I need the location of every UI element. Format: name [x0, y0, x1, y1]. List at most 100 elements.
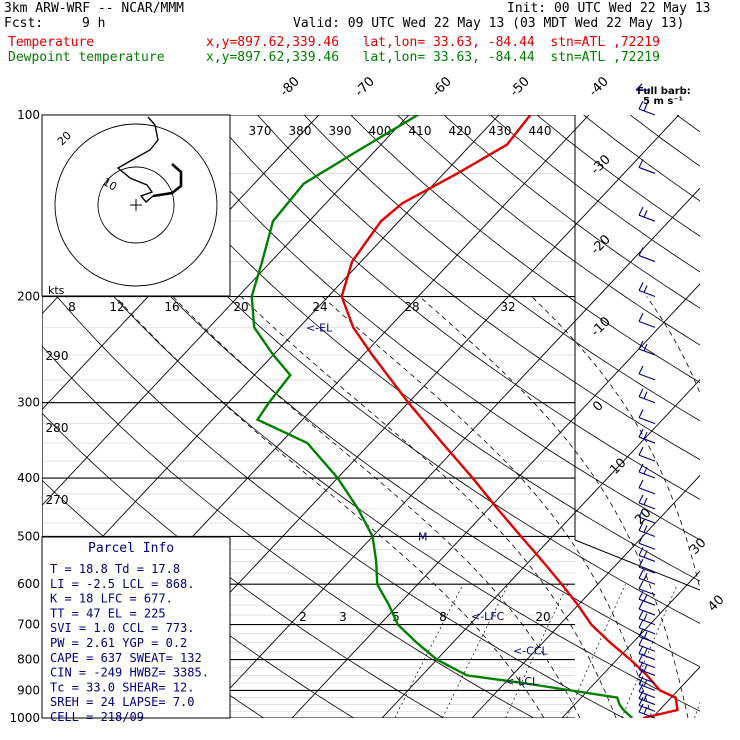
full-barb-legend-icon: [635, 83, 650, 91]
mixing-ratio-label: 3: [339, 610, 347, 624]
theta-label: 410: [409, 124, 432, 138]
pressure-label: 500: [17, 529, 40, 543]
hodograph-trace: [116, 116, 159, 203]
wind-barb-icon: [638, 463, 656, 479]
isotherm-label: -60: [429, 74, 455, 100]
pressure-label: 1000: [9, 711, 40, 725]
hodograph-ring-label: 10: [101, 175, 120, 193]
hodograph-ring: [54, 123, 218, 287]
moist-adiabat-label: 12: [109, 300, 124, 314]
pressure-label: 100: [17, 108, 40, 122]
full-barb-legend-units: 5 m s⁻¹: [643, 96, 683, 107]
wind-barb-icon: [638, 446, 656, 462]
wind-barb-icon: [638, 428, 656, 444]
moist-adiabat-label: 8: [68, 300, 76, 314]
wind-barb-icon: [638, 365, 656, 381]
parcel-info-row: CELL = 218/09: [50, 710, 144, 724]
parcel-info-row: SREH = 24 LAPSE= 7.0: [50, 695, 195, 709]
theta-label: 440: [529, 124, 552, 138]
pressure-label: 800: [17, 653, 40, 667]
parcel-level-marker: <-CCL: [513, 645, 549, 658]
wind-barb-icon: [638, 535, 656, 550]
parcel-info-row: T = 18.8 Td = 17.8: [50, 562, 180, 576]
moist-adiabat-label: 16: [164, 300, 179, 314]
isotherm-label: 40: [705, 593, 727, 615]
isotherm-label: -30: [588, 152, 614, 178]
dewpoint-location: x,y=897.62,339.46 lat,lon= 33.63, -84.44…: [206, 50, 660, 65]
temperature-profile: [340, 115, 679, 718]
wind-barb-icon: [638, 522, 656, 537]
wind-barb-icon: [638, 590, 656, 606]
mixing-ratio-label: 5: [392, 610, 400, 624]
wind-barb-icon: [638, 645, 656, 661]
wind-barb-icon: [638, 628, 656, 644]
wind-barb-icon: [638, 340, 656, 356]
sounding-profiles: <-EL <-LFC <-CCL <-LCL M: [250, 115, 679, 718]
wind-barb-icon: [638, 600, 656, 616]
forecast-hour: 9 h: [82, 16, 106, 31]
isotherm-label: -50: [507, 74, 533, 100]
pressure-label: 200: [17, 290, 40, 304]
wind-barbs: [638, 100, 656, 719]
theta-low-label: 280: [46, 421, 69, 435]
parcel-info-row: Tc = 33.0 SHEAR= 12.: [50, 680, 195, 694]
wind-barb-icon: [638, 494, 656, 510]
temperature-legend-label: Temperature: [8, 35, 95, 50]
pressure-label: 400: [17, 471, 40, 485]
parcel-info-row: CIN = -249 HWBZ= 3385.: [50, 666, 209, 680]
parcel-info-row: PW = 2.61 YGP = 0.2: [50, 636, 187, 650]
isotherm-label: -20: [588, 232, 614, 258]
wind-barb-icon: [638, 683, 656, 699]
parcel-info-title: Parcel Info: [88, 541, 174, 556]
wind-barb-icon: [638, 247, 656, 263]
wind-barb-icon: [638, 388, 656, 404]
hodograph-units: kts: [48, 284, 65, 297]
wind-barb-icon: [638, 282, 656, 298]
temperature-location: x,y=897.62,339.46 lat,lon= 33.63, -84.44…: [206, 35, 660, 50]
hodograph-trace-lower: [152, 163, 183, 198]
wind-barb-icon: [638, 637, 656, 652]
parcel-level-marker: <-EL: [306, 321, 333, 334]
moist-adiabat-label: 24: [312, 300, 327, 314]
valid-time: Valid: 09 UTC Wed 22 May 13 (03 MDT Wed …: [293, 16, 685, 31]
parcel-level-marker: <-LCL: [505, 675, 539, 688]
theta-low-label: 270: [46, 493, 69, 507]
wind-barb-icon: [638, 703, 656, 719]
hodograph-ring: [97, 166, 175, 244]
wind-barb-icon: [638, 569, 656, 585]
isotherm-label: -70: [352, 74, 378, 100]
init-time: Init: 00 UTC Wed 22 May 13: [507, 1, 711, 16]
isotherm-label: 20: [632, 506, 654, 528]
wind-barb-icon: [638, 558, 656, 574]
theta-low-label: 290: [46, 349, 69, 363]
isotherm-label: 0: [590, 398, 606, 414]
parcel-level-marker: <-LFC: [471, 610, 505, 623]
parcel-info-row: LI = -2.5 LCL = 868.: [50, 577, 195, 591]
wind-barb-icon: [638, 313, 656, 328]
wind-barb-icon: [638, 547, 656, 562]
pressure-label: 300: [17, 396, 40, 410]
parcel-info-row: TT = 47 EL = 225: [50, 606, 166, 620]
theta-label: 380: [289, 124, 312, 138]
wind-barb-icon: [638, 206, 656, 222]
theta-label: 430: [489, 124, 512, 138]
moist-adiabat-label: 32: [500, 300, 515, 314]
full-barb-legend-label: Full barb:: [637, 86, 691, 97]
mixing-ratio-label: 20: [535, 610, 550, 624]
theta-label: 390: [329, 124, 352, 138]
wind-barb-icon: [638, 409, 656, 425]
hodograph-origin-icon: [130, 199, 142, 211]
theta-label: 400: [369, 124, 392, 138]
isotherm-label: -40: [586, 74, 612, 100]
mixing-ratio-label: 8: [439, 610, 447, 624]
wind-barb-icon: [638, 100, 656, 116]
mixing-ratio-label: 2: [299, 610, 307, 624]
wind-barb-icon: [638, 479, 656, 495]
forecast-label: Fcst:: [4, 16, 44, 31]
model-title: 3km ARW-WRF -- NCAR/MMM: [4, 1, 185, 16]
wind-barb-icon: [638, 159, 656, 174]
isotherm-label: 30: [687, 536, 709, 558]
wind-barb-icon: [638, 661, 656, 676]
